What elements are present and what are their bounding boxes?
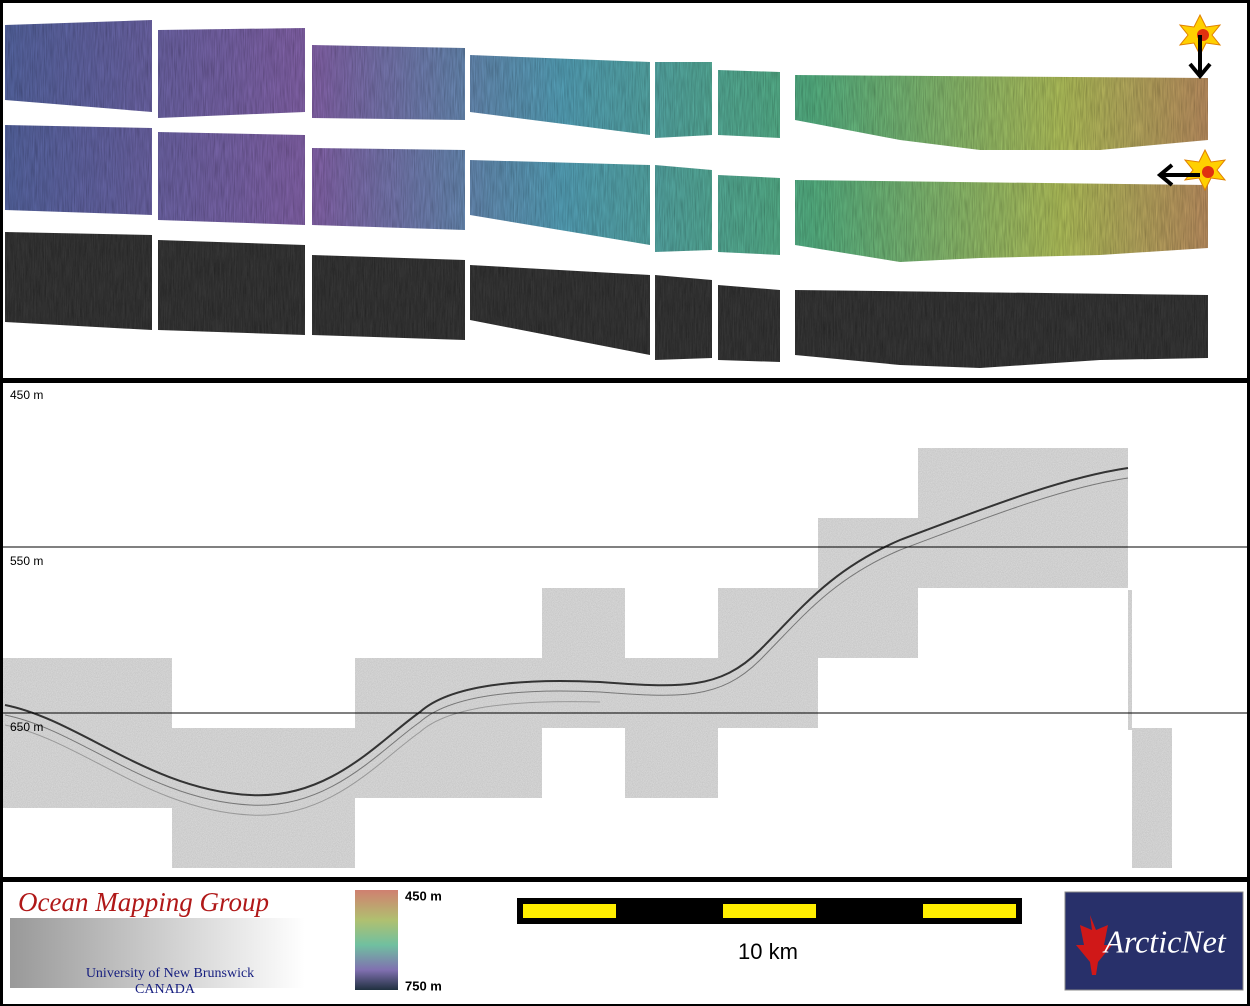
color-scale-bottom: 750 m [405,978,442,993]
logo-title: Ocean Mapping Group [18,887,269,917]
logo-background [10,918,305,988]
logo-university: University of New Brunswick [86,966,254,981]
color-scale [355,890,398,990]
maple-leaf [1076,915,1112,975]
profile-blocks [3,448,1172,868]
depth-label: 550 m [10,554,43,568]
sun-icon [1178,13,1222,80]
depth-label: 450 m [10,388,43,402]
scale-bar [517,898,1022,924]
scale-label: 10 km [738,939,798,964]
color-scale-top: 450 m [405,888,442,903]
seafloor-reflector [4,467,1129,816]
depth-label: 650 m [10,720,43,734]
sun-icon [1156,148,1227,192]
partner-logo-text: ArcticNet [1102,923,1227,959]
logo-country: CANADA [135,982,196,997]
